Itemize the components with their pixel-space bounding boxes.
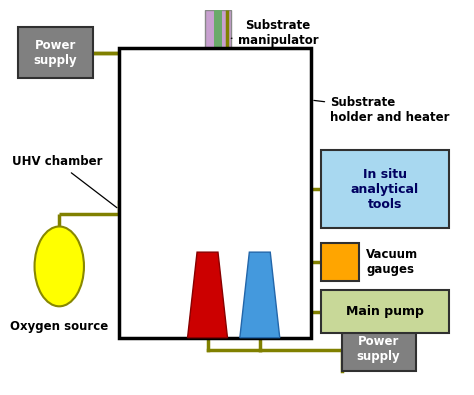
Text: Substrate
holder and heater: Substrate holder and heater xyxy=(314,96,450,124)
Text: Power
supply: Power supply xyxy=(357,335,401,363)
Polygon shape xyxy=(188,252,228,338)
Bar xyxy=(320,150,449,228)
Ellipse shape xyxy=(35,226,84,307)
Bar xyxy=(214,10,222,81)
Text: Deposition sources: Deposition sources xyxy=(171,227,297,240)
Bar xyxy=(119,48,311,338)
Text: Substrate
manipulator: Substrate manipulator xyxy=(231,19,318,47)
Text: In situ
analytical
tools: In situ analytical tools xyxy=(351,168,419,211)
Bar xyxy=(320,243,359,281)
Polygon shape xyxy=(240,252,280,338)
Bar xyxy=(174,84,264,116)
Bar xyxy=(18,27,92,78)
Text: Power
supply: Power supply xyxy=(34,39,77,67)
Bar xyxy=(205,10,231,81)
Bar xyxy=(342,326,416,371)
Text: Main pump: Main pump xyxy=(346,305,424,318)
Bar xyxy=(320,290,449,333)
Text: Oxygen source: Oxygen source xyxy=(10,320,109,333)
Text: Vacuum
gauges: Vacuum gauges xyxy=(366,248,419,276)
Bar xyxy=(174,48,264,116)
Text: UHV chamber: UHV chamber xyxy=(12,155,117,208)
